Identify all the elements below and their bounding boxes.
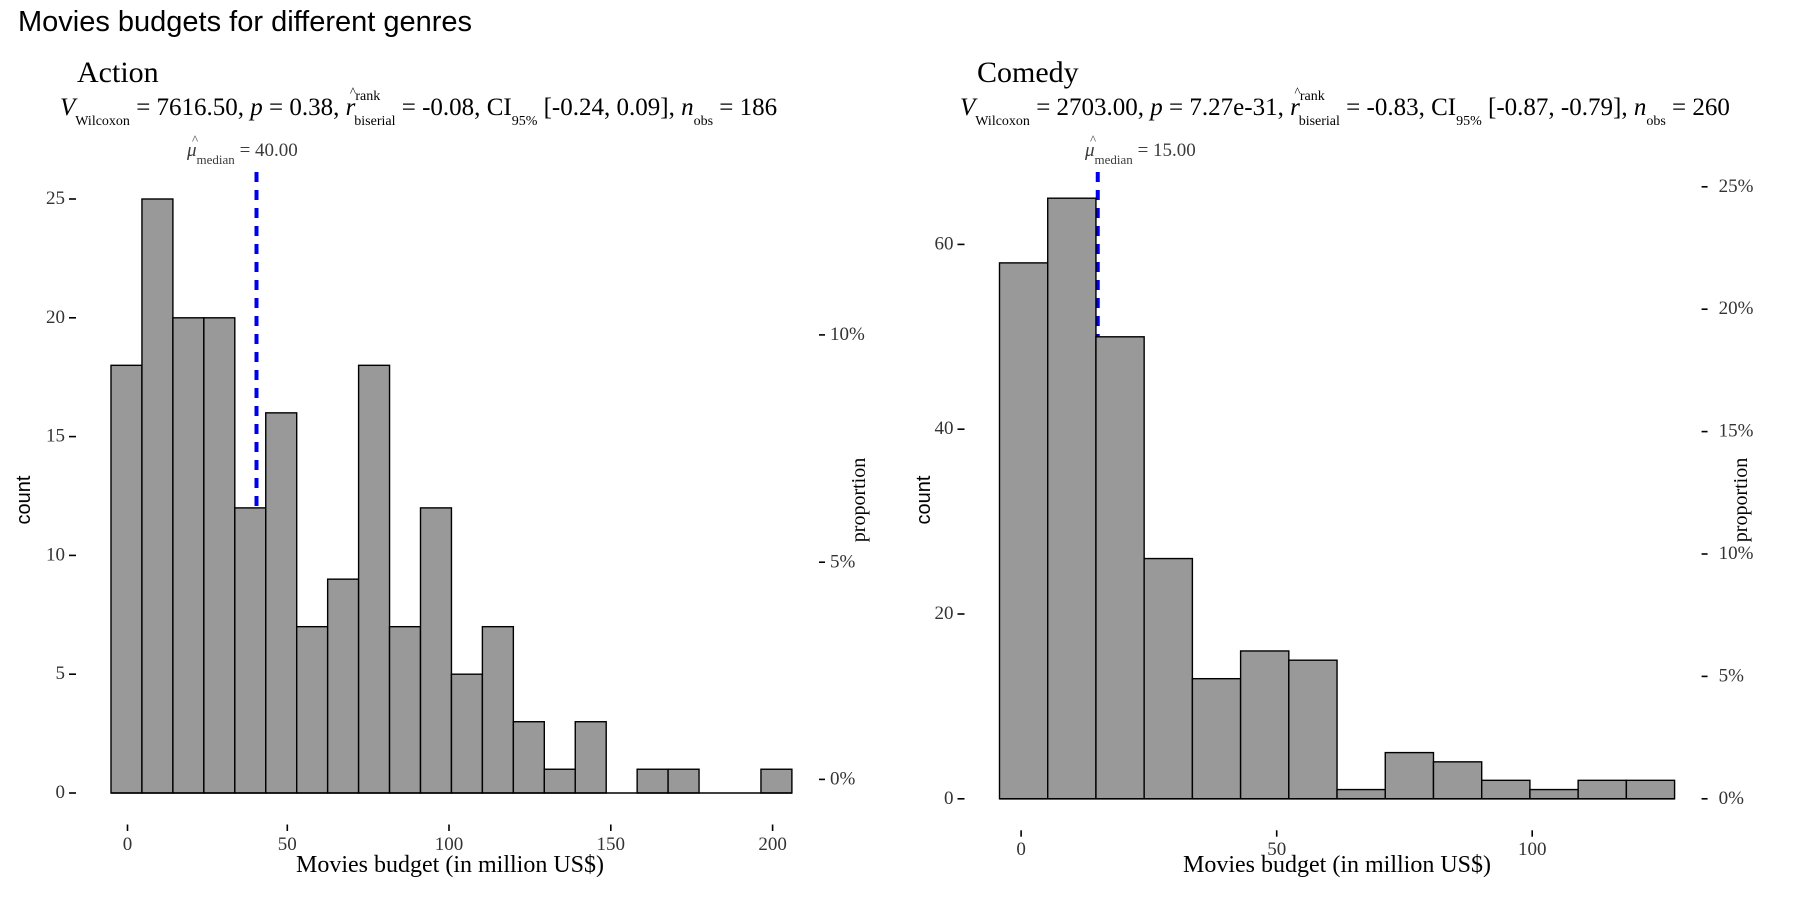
svg-text:20: 20 [46,307,65,328]
svg-text:10%: 10% [830,324,865,345]
svg-text:Movies budget (in million US$): Movies budget (in million US$) [296,852,604,878]
svg-text:count: count [13,475,35,524]
svg-text:50: 50 [278,834,297,855]
svg-text:20%: 20% [1719,298,1754,319]
svg-text:0: 0 [944,788,954,809]
svg-text:0: 0 [123,834,133,855]
svg-text:15: 15 [46,426,65,447]
svg-text:15%: 15% [1719,421,1754,442]
svg-text:20: 20 [935,603,954,624]
svg-text:0%: 0% [830,769,856,790]
svg-text:Movies budget (in million US$): Movies budget (in million US$) [1183,852,1491,878]
svg-text:25: 25 [46,188,65,209]
svg-text:0: 0 [56,782,66,803]
svg-text:proportion: proportion [1730,458,1752,542]
svg-text:25%: 25% [1719,176,1754,197]
svg-text:5: 5 [56,663,66,684]
svg-text:5%: 5% [830,552,856,573]
svg-text:10: 10 [46,544,65,565]
svg-text:100: 100 [1518,839,1547,860]
svg-text:200: 200 [758,834,787,855]
svg-text:60: 60 [935,233,954,254]
svg-text:10%: 10% [1719,543,1754,564]
svg-text:0%: 0% [1719,788,1745,809]
svg-text:count: count [913,475,935,524]
svg-text:5%: 5% [1719,665,1745,686]
svg-text:40: 40 [935,418,954,439]
svg-text:0: 0 [1016,839,1026,860]
svg-text:proportion: proportion [848,458,870,542]
